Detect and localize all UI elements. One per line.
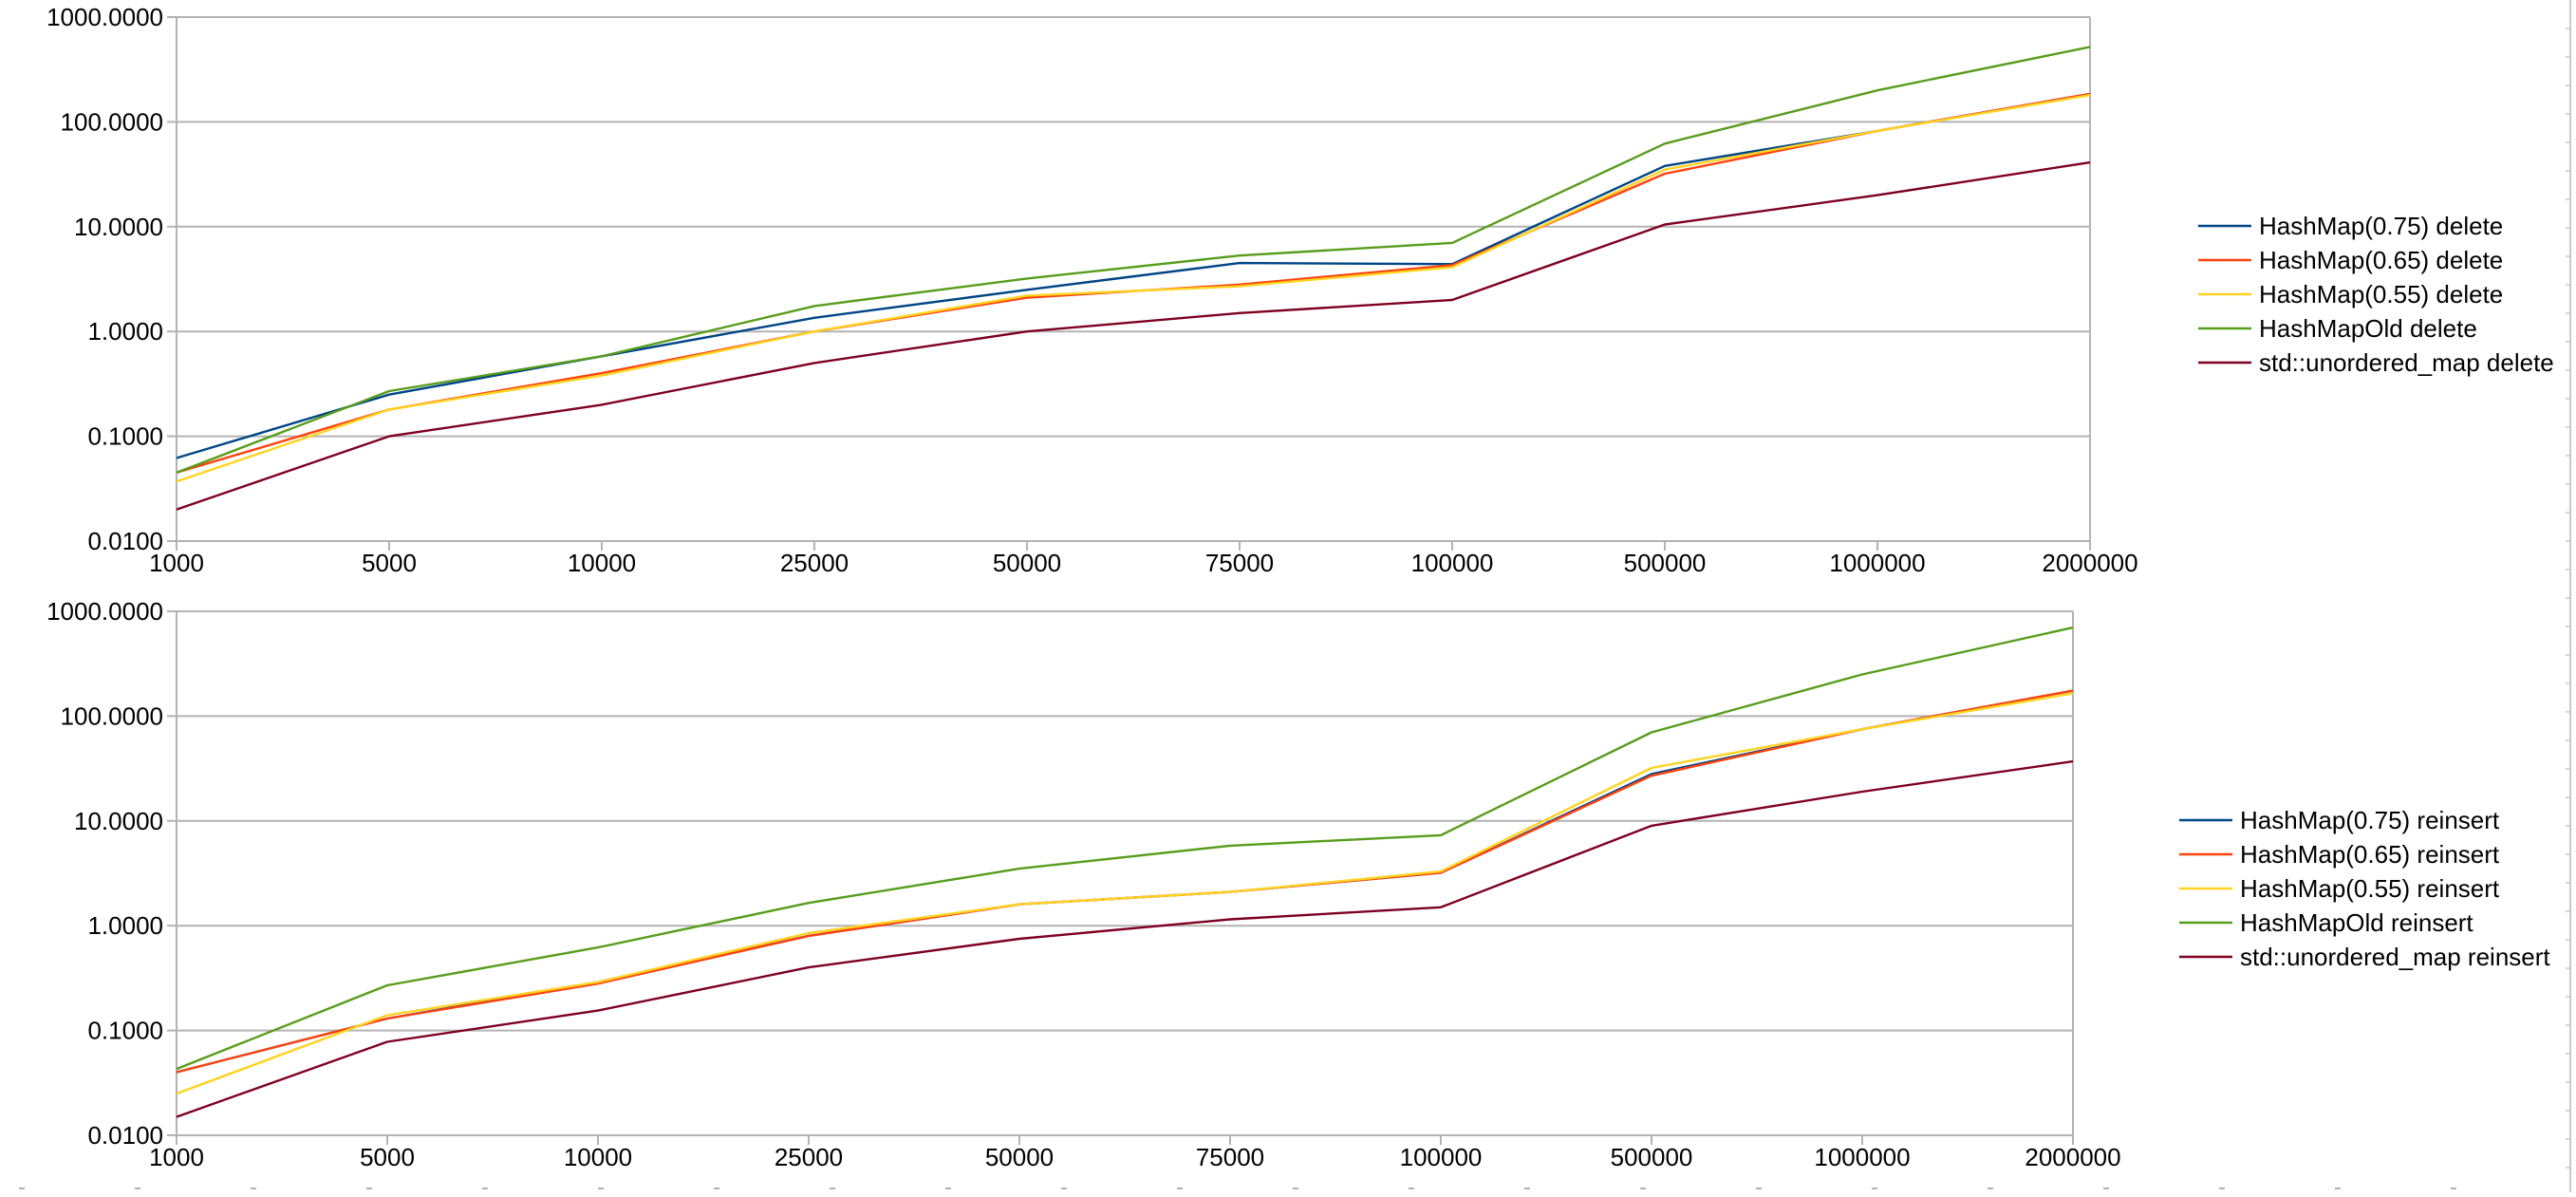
reinsert-chart: 0.0100 0.1000 1.0000 10.0000 100.0000 1000.00… [47,597,2550,1171]
x-tick-label: 75000 [1196,1143,1264,1171]
legend-label: HashMap(0.55) reinsert [2240,874,2500,903]
x-tick-label: 500000 [1611,1143,1693,1171]
legend-item: HashMap(0.75) delete [2198,212,2503,240]
series-line-0 [176,689,2074,1074]
legend-label: HashMap(0.75) reinsert [2240,806,2500,834]
legend-item: HashMap(0.55) delete [2198,280,2503,309]
y-tick-label: 100.0000 [61,107,163,136]
legend-label: HashMap(0.65) reinsert [2240,840,2500,869]
x-tick-label: 10000 [568,549,636,577]
series-line-0 [176,92,2091,459]
y-tick-label: 10.0000 [74,213,163,241]
x-tick-label: 1000 [149,1143,204,1171]
series-line-3 [176,46,2091,475]
legend-label: HashMapOld reinsert [2240,908,2473,937]
legend-item: HashMapOld delete [2198,314,2477,343]
x-tick-label: 50000 [993,549,1061,577]
legend: HashMap(0.75) delete HashMap(0.65) delete… [2198,212,2554,377]
series-line-2 [176,94,2091,483]
legend-item: HashMap(0.75) reinsert [2179,806,2500,834]
edge-decoration [19,0,2571,1192]
legend-label: HashMap(0.65) delete [2259,246,2503,274]
x-tick-label: 1000000 [1829,549,1925,577]
legend-label: std::unordered_map reinsert [2240,943,2550,971]
series-line-1 [176,689,2074,1074]
x-tick-label: 1000000 [1814,1143,1910,1171]
x-tick-label: 2000000 [2025,1143,2120,1171]
y-tick-label: 0.0100 [87,1121,163,1150]
legend-label: HashMap(0.75) delete [2259,212,2503,240]
y-tick-label: 0.0100 [87,527,163,555]
series-line-1 [176,92,2091,475]
x-tick-label: 100000 [1411,549,1494,577]
x-tick-label: 100000 [1400,1143,1483,1171]
x-tick-label: 2000000 [2042,549,2137,577]
legend-item: std::unordered_map delete [2198,348,2554,377]
x-tick-label: 75000 [1205,549,1274,577]
x-tick-label: 25000 [780,549,849,577]
legend-item: HashMapOld reinsert [2179,908,2473,937]
y-tick-label: 1000.0000 [47,597,163,626]
series-line-4 [176,160,2091,511]
legend-item: std::unordered_map reinsert [2179,943,2550,971]
series-line-4 [176,759,2074,1118]
x-tick-label: 25000 [775,1143,843,1171]
series-line-3 [176,626,2074,1071]
legend-item: HashMap(0.65) reinsert [2179,840,2500,869]
x-tick-label: 50000 [985,1143,1054,1171]
y-tick-label: 0.1000 [87,422,163,451]
y-tick-label: 0.1000 [87,1017,163,1045]
legend-item: HashMap(0.55) reinsert [2179,874,2500,903]
legend-label: HashMapOld delete [2259,314,2477,343]
y-tick-label: 1.0000 [87,911,163,940]
x-tick-label: 5000 [362,549,417,577]
legend-label: HashMap(0.55) delete [2259,280,2503,309]
x-tick-label: 1000 [149,549,204,577]
y-tick-label: 10.0000 [74,807,163,835]
x-tick-label: 10000 [564,1143,632,1171]
delete-chart: 0.0100 0.1000 1.0000 10.0000 100.0000 1000.00… [47,3,2554,577]
x-tick-label: 5000 [360,1143,415,1171]
y-tick-label: 1000.0000 [47,3,163,31]
y-tick-label: 100.0000 [61,701,163,730]
legend-label: std::unordered_map delete [2259,348,2554,377]
series-line-2 [176,692,2074,1095]
legend: HashMap(0.75) reinsert HashMap(0.65) rein… [2179,806,2550,971]
legend-item: HashMap(0.65) delete [2198,246,2503,274]
y-tick-label: 1.0000 [87,317,163,346]
x-tick-label: 500000 [1624,549,1707,577]
